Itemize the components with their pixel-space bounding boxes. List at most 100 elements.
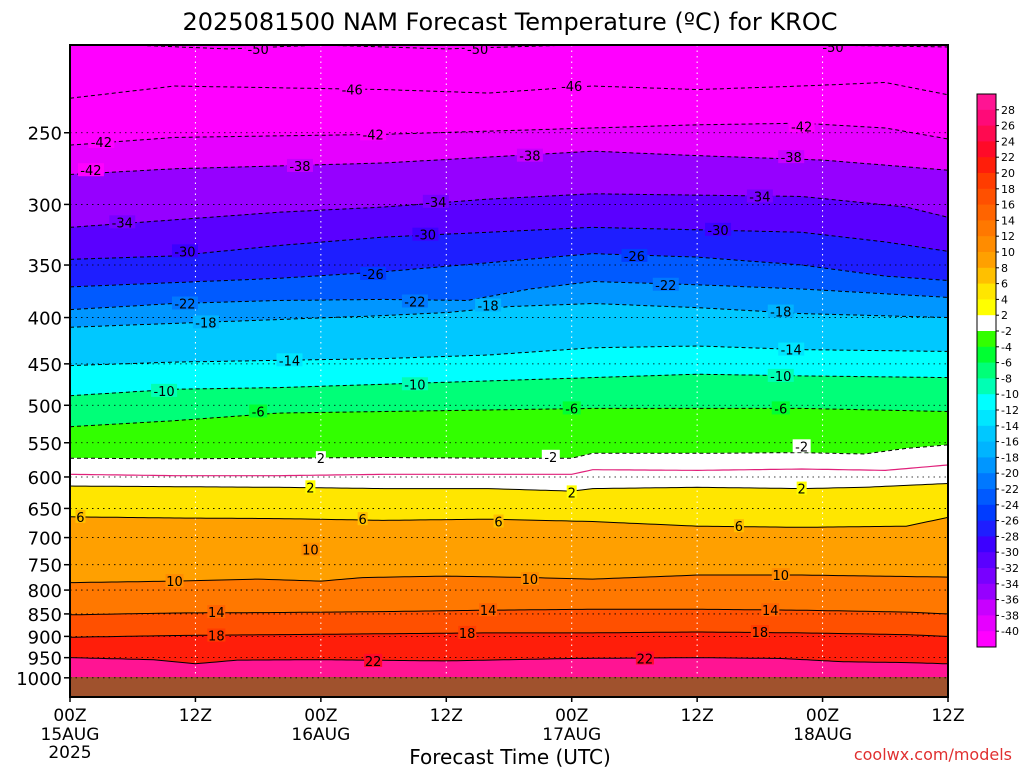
temperature-band — [70, 631, 948, 665]
y-tick-label: 900 — [28, 627, 62, 648]
contour-label: 14 — [480, 604, 497, 619]
colorbar-swatch — [977, 315, 996, 332]
colorbar-label: -34 — [1001, 578, 1019, 591]
contour-label-background — [75, 509, 86, 523]
colorbar-label: -10 — [1001, 388, 1019, 401]
colorbar-label: 8 — [1001, 262, 1008, 275]
contour-label-background — [88, 135, 115, 149]
contour-label-background — [792, 439, 811, 453]
contour-label-background — [520, 572, 539, 586]
colorbar-swatch — [977, 331, 996, 348]
contour-label: -2 — [795, 440, 808, 455]
colorbar-swatch — [977, 346, 996, 363]
contour-label-background — [562, 401, 581, 415]
colorbar-label: 18 — [1001, 183, 1015, 196]
colorbar-swatch — [977, 631, 996, 648]
contour-label: 2 — [317, 452, 325, 467]
colorbar-swatch — [977, 157, 996, 174]
y-tick-label: 650 — [28, 499, 62, 520]
y-tick-label: 250 — [28, 124, 62, 145]
colorbar-label: -22 — [1001, 483, 1019, 496]
colorbar-swatch — [977, 283, 996, 300]
contour-label-background — [621, 248, 648, 262]
contour-label: 2 — [798, 483, 806, 498]
x-tick-label: 00Z — [304, 706, 337, 726]
contour-label-background — [301, 542, 320, 556]
contour-label: -6 — [774, 402, 787, 417]
colorbar-swatch — [977, 394, 996, 411]
y-tick-label: 300 — [28, 195, 62, 216]
colorbar-swatch — [977, 109, 996, 126]
contour-label: 18 — [752, 626, 769, 641]
contour-label-background — [245, 45, 272, 55]
colorbar-label: -6 — [1001, 357, 1012, 370]
colorbar-label: 22 — [1001, 151, 1015, 164]
colorbar-label: -30 — [1001, 546, 1019, 559]
contour-label-background — [516, 148, 543, 162]
contour-label-background — [276, 353, 303, 367]
contour-label-background — [464, 45, 491, 55]
y-tick-label: 850 — [28, 605, 62, 626]
contour-label-background — [171, 244, 198, 258]
contour-label: 10 — [772, 569, 789, 584]
colorbar-label: -28 — [1001, 530, 1019, 543]
contour-label-background — [541, 449, 560, 463]
colorbar-swatch — [977, 552, 996, 569]
contour-label-background — [778, 342, 805, 356]
contour-line — [70, 574, 948, 584]
colorbar-swatch — [977, 489, 996, 506]
contour-label-background — [771, 401, 790, 415]
contour-label: -10 — [404, 378, 425, 393]
temperature-fill-layer — [70, 45, 948, 697]
contour-label-background — [357, 512, 368, 526]
contour-label: 6 — [494, 516, 502, 531]
contour-label: -30 — [415, 229, 436, 244]
contour-label-background — [412, 227, 439, 241]
colorbar-label: -8 — [1001, 372, 1012, 385]
contour-label: -46 — [342, 84, 363, 99]
contour-label: -30 — [707, 224, 728, 239]
colorbar-label: 12 — [1001, 230, 1015, 243]
colorbar-frame — [976, 93, 997, 648]
colorbar-swatch — [977, 125, 996, 142]
contour-label-background — [761, 603, 780, 617]
contour-label-background — [778, 150, 805, 164]
colorbar-swatch — [977, 568, 996, 585]
colorbar-label: 24 — [1001, 135, 1015, 148]
contour-label: -38 — [781, 151, 802, 166]
y-tick-label: 350 — [28, 256, 62, 277]
contour-label-background — [479, 603, 498, 617]
colorbar-swatch — [977, 425, 996, 442]
contour-label-background — [733, 519, 744, 533]
contour-label-layer: -50 -50 -50 -46 -46 -42 -42 -42 -42 -38 -38 -38 -34 -… — [75, 45, 847, 670]
y-axis: 2503003504004505005506006507007508008509… — [16, 124, 70, 690]
contour-label-background — [493, 514, 504, 528]
colorbar-swatch — [977, 520, 996, 537]
x-tick-year-label: 2025 — [48, 743, 91, 763]
contour-label-background — [767, 368, 794, 382]
contour-label: -22 — [404, 295, 425, 310]
contour-label-background — [635, 651, 654, 665]
contour-label-background — [249, 404, 268, 418]
colorbar-swatch — [977, 94, 996, 111]
x-tick-label: 00Z — [53, 706, 86, 726]
colorbar-label: 6 — [1001, 278, 1008, 291]
contour-label-background — [558, 79, 585, 93]
contour-line — [70, 657, 948, 665]
colorbar-label: -32 — [1001, 562, 1019, 575]
y-tick-label: 600 — [28, 468, 62, 489]
contour-label-background — [360, 266, 387, 280]
x-tick-date-label: 16AUG — [291, 725, 350, 745]
colorbar-swatch — [977, 252, 996, 269]
contour-label: -42 — [791, 120, 812, 135]
contour-label: -34 — [112, 216, 133, 231]
ground-fill — [70, 677, 948, 697]
contour-label: 10 — [166, 575, 183, 590]
colorbar-swatch — [977, 583, 996, 600]
y-tick-label: 500 — [28, 396, 62, 417]
colorbar-label: -26 — [1001, 515, 1019, 528]
colorbar-label: 14 — [1001, 214, 1015, 227]
contour-label: -18 — [477, 300, 498, 315]
contour-label: -18 — [195, 316, 216, 331]
